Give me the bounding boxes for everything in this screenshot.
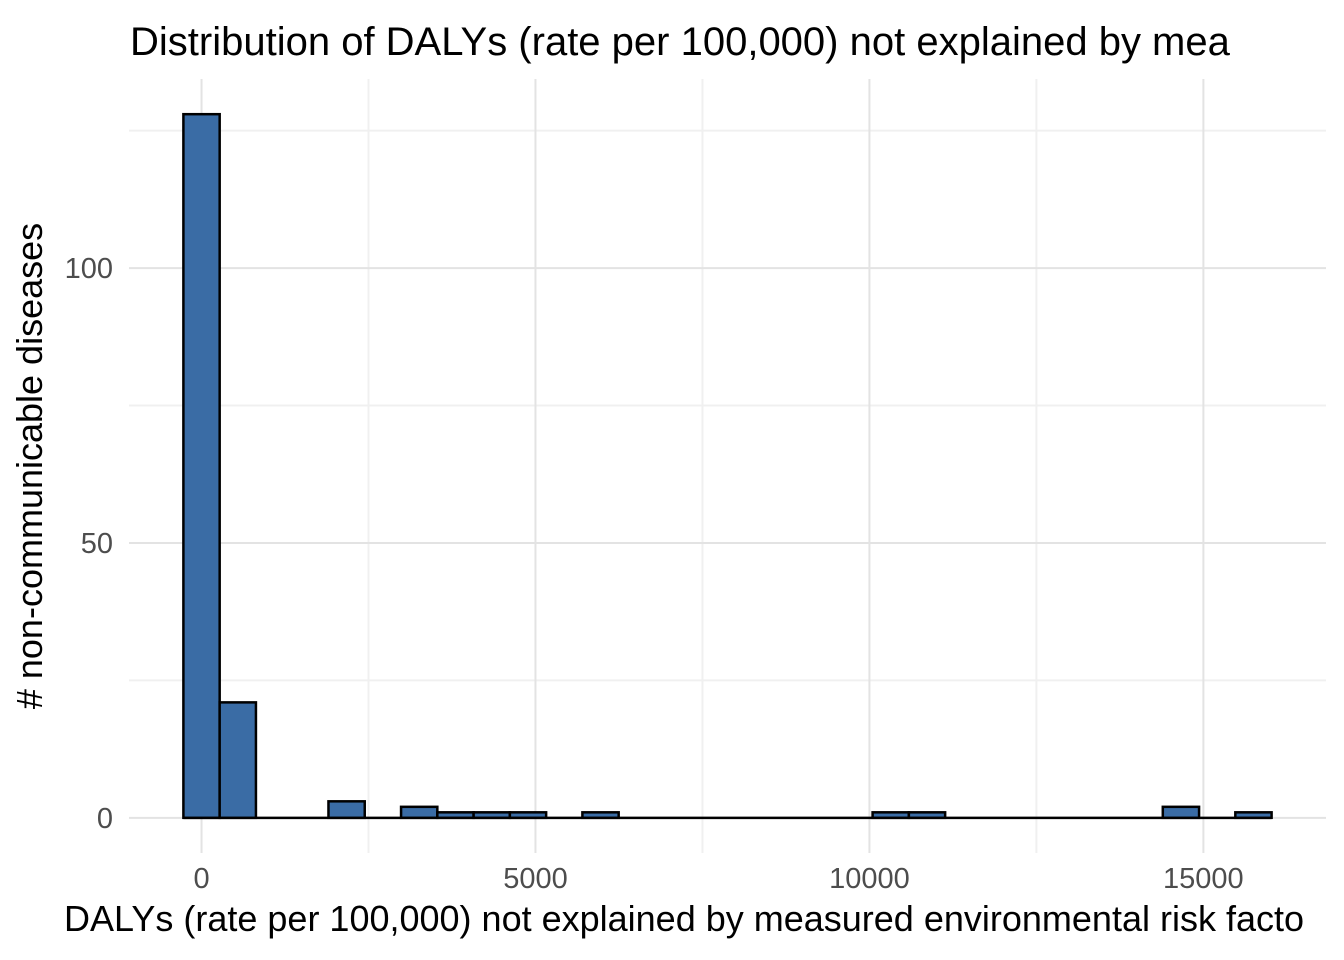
histogram-bar	[907, 811, 947, 820]
x-tick-label: 15000	[1163, 863, 1244, 895]
histogram-bar	[182, 112, 221, 820]
histogram-bar	[871, 811, 911, 820]
chart-title: Distribution of DALYs (rate per 100,000)…	[130, 20, 1230, 64]
histogram-bar	[508, 811, 548, 820]
histogram-bar	[327, 800, 366, 820]
x-tick-label: 10000	[829, 863, 910, 895]
histogram-bar	[1161, 805, 1201, 820]
y-axis-title: # non-communicable diseases	[9, 222, 50, 710]
histogram-bar	[218, 701, 258, 820]
x-tick-label: 5000	[503, 863, 568, 895]
histogram-bar	[1234, 811, 1273, 820]
y-tick-label: 50	[81, 528, 113, 560]
histogram-bar	[472, 811, 512, 820]
x-axis-title: DALYs (rate per 100,000) not explained b…	[64, 898, 1304, 939]
y-tick-label: 100	[65, 253, 113, 285]
y-tick-label: 0	[97, 803, 113, 835]
x-tick-label: 0	[193, 863, 209, 895]
histogram-bar	[399, 805, 439, 820]
histogram-bar	[436, 811, 475, 820]
histogram-bar	[581, 811, 620, 820]
